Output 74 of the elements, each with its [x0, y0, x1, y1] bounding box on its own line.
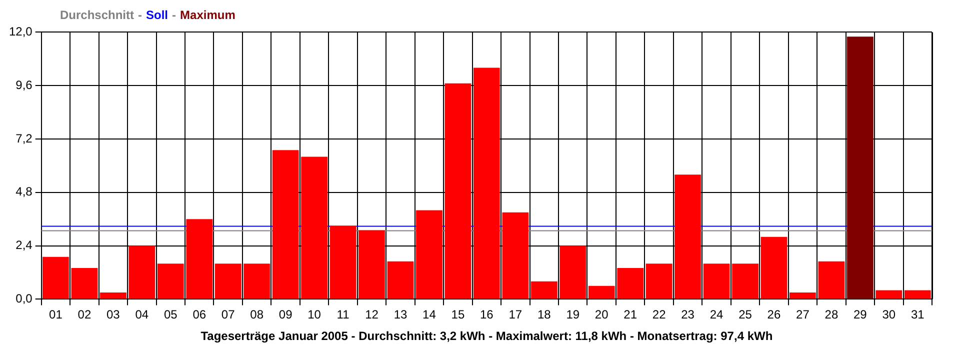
bar	[473, 68, 500, 299]
x-tick-label: 03	[106, 308, 120, 322]
bar	[588, 286, 615, 299]
x-tick-label: 31	[910, 308, 925, 322]
bar	[387, 261, 414, 299]
x-tick-label: 27	[796, 308, 810, 322]
x-tick-label: 16	[480, 308, 494, 322]
bar	[674, 174, 702, 299]
x-tick-label: 21	[624, 308, 638, 322]
ref-line-label: Durchschnitt	[60, 8, 134, 22]
bar	[904, 290, 931, 299]
x-tick-label: 13	[394, 308, 408, 322]
x-tick-label: 23	[681, 308, 695, 322]
x-tick-label: 12	[365, 308, 379, 322]
x-tick-label: 14	[422, 308, 436, 322]
x-tick-label: 05	[164, 308, 178, 322]
bar	[358, 230, 385, 299]
x-tick-label: 07	[221, 308, 236, 322]
x-tick-label: 11	[336, 308, 350, 322]
bar	[703, 264, 730, 299]
bar	[416, 210, 442, 299]
bar	[186, 219, 213, 299]
x-tick-label: 06	[192, 308, 206, 322]
x-tick-label: 01	[49, 308, 63, 322]
x-tick-label: 18	[537, 308, 552, 322]
bar	[646, 264, 672, 299]
x-tick-label: 09	[278, 308, 293, 322]
bar	[502, 212, 529, 299]
bar	[301, 156, 328, 299]
bar	[214, 264, 242, 299]
x-tick-label: 28	[824, 308, 838, 322]
bar	[846, 36, 874, 299]
bar	[876, 290, 902, 299]
bar	[818, 261, 845, 299]
bar	[71, 268, 98, 299]
bar	[100, 292, 126, 299]
text: -	[138, 8, 142, 22]
x-tick-label: 20	[594, 308, 609, 322]
text: Maximum	[180, 8, 236, 22]
bar	[760, 236, 788, 299]
x-tick-label: 17	[508, 308, 522, 322]
x-tick-label: 22	[652, 308, 666, 322]
y-tick-label: 12,0	[8, 24, 33, 39]
y-tick-label: 7,2	[16, 131, 33, 146]
x-axis-title: Tageserträge Januar 2005 - Durchschnitt: 3,2 kWh - Maximalwert: 11,8 kWh - Monatsertrag: 97,4 kWh	[200, 329, 773, 344]
bar	[617, 268, 644, 299]
bar	[530, 281, 558, 299]
x-tick-label: 26	[767, 308, 781, 322]
bar	[128, 246, 156, 299]
bar	[157, 264, 184, 299]
y-tick-label: 9,6	[16, 78, 33, 92]
y-tick-label: 0,0	[16, 292, 33, 306]
x-tick-label: 25	[738, 308, 752, 322]
y-tick-label: 4,8	[16, 184, 33, 199]
x-tick-label: 04	[135, 308, 149, 322]
ref-line-label: Soll	[146, 8, 168, 22]
bar	[789, 292, 816, 299]
x-tick-label: 15	[451, 308, 465, 322]
bar	[732, 264, 758, 299]
bar	[42, 256, 69, 299]
text: -	[172, 8, 176, 22]
y-tick-label: 2,4	[16, 238, 33, 252]
x-tick-label: 10	[308, 308, 322, 322]
bar	[444, 83, 472, 299]
bar	[560, 246, 586, 299]
x-tick-label: 08	[250, 308, 264, 322]
x-tick-label: 24	[710, 308, 724, 322]
x-tick-label: 02	[78, 308, 92, 322]
bar	[244, 264, 270, 299]
x-tick-label: 29	[853, 308, 868, 322]
x-tick-label: 19	[566, 308, 580, 322]
x-tick-label: 30	[882, 308, 896, 322]
bar	[330, 226, 356, 299]
bar	[272, 150, 299, 299]
